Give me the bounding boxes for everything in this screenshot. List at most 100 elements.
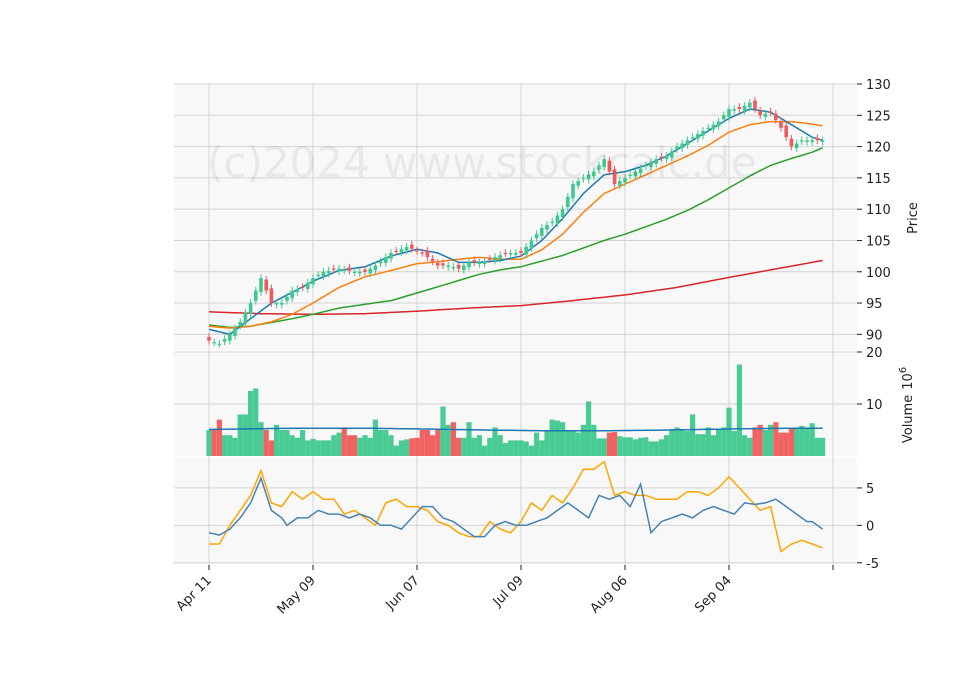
volume-bar: [232, 437, 238, 456]
candle: [462, 261, 466, 274]
volume-bar: [726, 407, 732, 456]
price-tick-label: 115: [866, 172, 891, 187]
price-tick-label: 120: [866, 141, 891, 156]
candle-body: [420, 252, 424, 254]
candle-body: [524, 246, 528, 255]
candle-body: [207, 336, 211, 341]
candle: [488, 254, 492, 264]
candle: [602, 155, 606, 171]
candle-body: [212, 342, 216, 344]
candle-body: [784, 125, 788, 138]
candle: [378, 257, 383, 268]
candle-body: [597, 165, 601, 170]
oscillator-tick-label: 0: [866, 519, 874, 534]
volume-axis-label: Volume 106: [898, 367, 916, 443]
volume-bar: [794, 427, 800, 456]
candle-body: [228, 334, 232, 341]
candle: [659, 153, 664, 162]
candle: [820, 136, 825, 146]
volume-bar: [409, 438, 415, 456]
candle-body: [280, 303, 284, 305]
candle-body: [482, 260, 487, 264]
candle: [493, 253, 497, 265]
candle-body: [742, 105, 747, 111]
line-ma-mid: [208, 120, 823, 329]
volume-bar: [393, 445, 399, 456]
candle-body: [607, 160, 612, 172]
price-tick-label: 105: [866, 234, 891, 249]
candle: [373, 261, 378, 274]
candle: [415, 246, 419, 255]
volume-bar: [638, 437, 644, 456]
candle-body: [493, 257, 497, 261]
candle: [399, 245, 404, 257]
volume-bar: [736, 364, 742, 456]
candle: [633, 167, 638, 181]
candle-body: [810, 140, 814, 142]
volume-bar: [222, 435, 228, 456]
volume-bar: [502, 443, 508, 456]
volume-axis-exponent-base: 10: [901, 373, 916, 390]
candle: [628, 170, 632, 180]
volume-bar: [705, 427, 711, 456]
candle-body: [618, 181, 622, 186]
candle: [794, 139, 799, 152]
volume-bar: [518, 440, 524, 456]
volume-bar: [814, 437, 820, 456]
volume-bar: [487, 437, 493, 456]
candle: [758, 106, 762, 120]
candle-body: [534, 234, 539, 239]
volume-axis-label-text: Volume: [901, 395, 916, 443]
candle: [280, 299, 284, 309]
volume-bar: [528, 445, 534, 456]
candle: [306, 278, 310, 293]
volume-bar: [206, 430, 212, 456]
candle: [269, 284, 274, 307]
candle-body: [358, 271, 362, 274]
volume-bar: [445, 424, 451, 456]
candle: [482, 257, 487, 268]
volume-tick-label: 20: [866, 346, 883, 361]
candle-body: [748, 102, 752, 108]
candle-body: [654, 159, 658, 164]
candle-body: [675, 146, 679, 150]
candle: [347, 263, 352, 275]
candle-body: [290, 290, 294, 299]
candle-body: [805, 140, 809, 142]
volume-bar: [747, 437, 753, 456]
volume-bar: [227, 435, 233, 456]
candle-body: [477, 262, 482, 264]
candle: [217, 339, 222, 348]
candle-body: [758, 110, 762, 116]
volume-bars: [206, 364, 826, 456]
candle-body: [222, 339, 227, 342]
candle: [436, 259, 440, 270]
candle: [810, 136, 814, 146]
volume-bar: [586, 401, 592, 456]
candle: [472, 256, 476, 267]
volume-bar: [508, 440, 514, 456]
candle-body: [753, 100, 757, 110]
candle-body: [529, 240, 534, 249]
candle-body: [722, 115, 726, 120]
volume-bar: [357, 437, 363, 456]
volume-bar: [710, 435, 716, 456]
volume-bar: [492, 427, 498, 456]
volume-bar: [731, 431, 737, 456]
candle: [732, 105, 736, 115]
candle-body: [592, 171, 596, 177]
volume-bar: [331, 435, 337, 456]
volume-bar: [346, 435, 352, 456]
oscillator-tick-label: -5: [866, 557, 879, 572]
candle-body: [800, 140, 804, 142]
candle-body: [332, 268, 336, 270]
candle: [503, 249, 508, 257]
candle-body: [545, 224, 549, 230]
candle-body: [550, 221, 554, 223]
volume-bar: [362, 435, 368, 456]
volume-bar: [591, 424, 597, 456]
candle: [800, 136, 804, 146]
candle: [545, 221, 549, 234]
candle-body: [404, 246, 409, 251]
